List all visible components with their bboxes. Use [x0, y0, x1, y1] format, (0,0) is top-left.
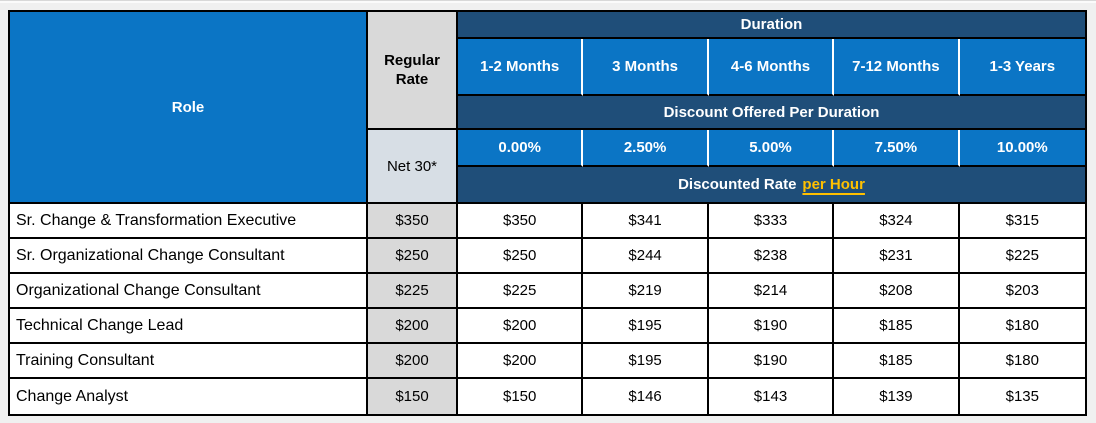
role-column-header: Role — [10, 12, 368, 204]
role-cell: Technical Change Lead — [10, 309, 368, 344]
role-cell: Training Consultant — [10, 344, 368, 379]
rate-cell: $135 — [1005, 388, 1039, 405]
per-hour-link[interactable]: per Hour — [802, 176, 865, 193]
page-top-edge — [0, 0, 1096, 3]
rate-cell: $315 — [959, 204, 1085, 239]
rate-cell: $225 — [458, 274, 584, 309]
discounted-rate-label: Discounted Rate — [678, 176, 797, 193]
rate-cell: $324 — [834, 204, 960, 239]
rate-cell: $341 — [583, 204, 709, 239]
role-cell: Sr. Change & Transformation Executive — [10, 204, 368, 239]
regular-rate-cell: $250 — [368, 239, 458, 274]
regular-rate-cell: $150 — [368, 379, 458, 414]
rate-cell: $219 — [583, 274, 709, 309]
rate-cell: $333 — [708, 204, 835, 239]
rate-cell: $250 — [458, 239, 584, 274]
rate-cell: $185 — [834, 309, 960, 344]
rate-cell: $195 — [583, 309, 709, 344]
discount-value-0: 0.00% — [458, 130, 584, 167]
rate-cell: $195 — [583, 344, 709, 379]
net30-label: Net 30* — [368, 130, 458, 204]
rate-cell: $203 — [959, 274, 1085, 309]
rate-cell: $225 — [959, 239, 1085, 274]
duration-col-header-4-6-months: 4-6 Months — [708, 39, 835, 96]
rate-cell: $146 — [583, 379, 709, 414]
rate-cell: $185 — [834, 344, 960, 379]
discount-value-4: 10.00% — [959, 130, 1085, 167]
role-cell: Change Analyst — [10, 379, 368, 414]
regular-rate-cell: $200 — [368, 344, 458, 379]
rate-cell: $350 — [458, 204, 584, 239]
rate-cell: $238 — [708, 239, 835, 274]
rate-cell: $139 — [834, 379, 960, 414]
rates-table: Role Regular Rate Net 30* Duration 1-2 M… — [8, 10, 1087, 416]
rate-cell: $180 — [959, 309, 1085, 344]
discounted-rate-header: Discounted Rate per Hour — [458, 167, 1085, 204]
duration-col-header-7-12-months: 7-12 Months — [834, 39, 960, 96]
rate-cell: $150 — [458, 379, 584, 414]
rate-cell: $190 — [708, 344, 835, 379]
rate-cell: $200 — [458, 344, 584, 379]
regular-rate-cell: $225 — [368, 274, 458, 309]
rate-cell: $200 — [458, 309, 584, 344]
rate-cell: $190 — [708, 309, 835, 344]
regular-rate-cell: $350 — [368, 204, 458, 239]
role-cell: Organizational Change Consultant — [10, 274, 368, 309]
rate-cell: $231 — [834, 239, 960, 274]
rate-cell: $180 — [959, 344, 1085, 379]
rate-cell: $214 — [708, 274, 835, 309]
duration-group-header: Duration — [458, 12, 1085, 39]
discount-value-2: 5.00% — [708, 130, 835, 167]
regular-rate-header: Regular Rate — [368, 12, 458, 130]
duration-col-header-1-2-months: 1-2 Months — [458, 39, 584, 96]
rate-cell: $208 — [834, 274, 960, 309]
duration-col-header-1-3-years: 1-3 Years — [959, 39, 1085, 96]
rate-cell: $244 — [583, 239, 709, 274]
discount-group-header: Discount Offered Per Duration — [458, 96, 1085, 130]
regular-rate-cell: $200 — [368, 309, 458, 344]
discount-value-1: 2.50% — [583, 130, 709, 167]
duration-col-header-3-months: 3 Months — [583, 39, 709, 96]
discount-value-3: 7.50% — [834, 130, 960, 167]
rate-cell: $143 — [709, 379, 835, 414]
role-cell: Sr. Organizational Change Consultant — [10, 239, 368, 274]
